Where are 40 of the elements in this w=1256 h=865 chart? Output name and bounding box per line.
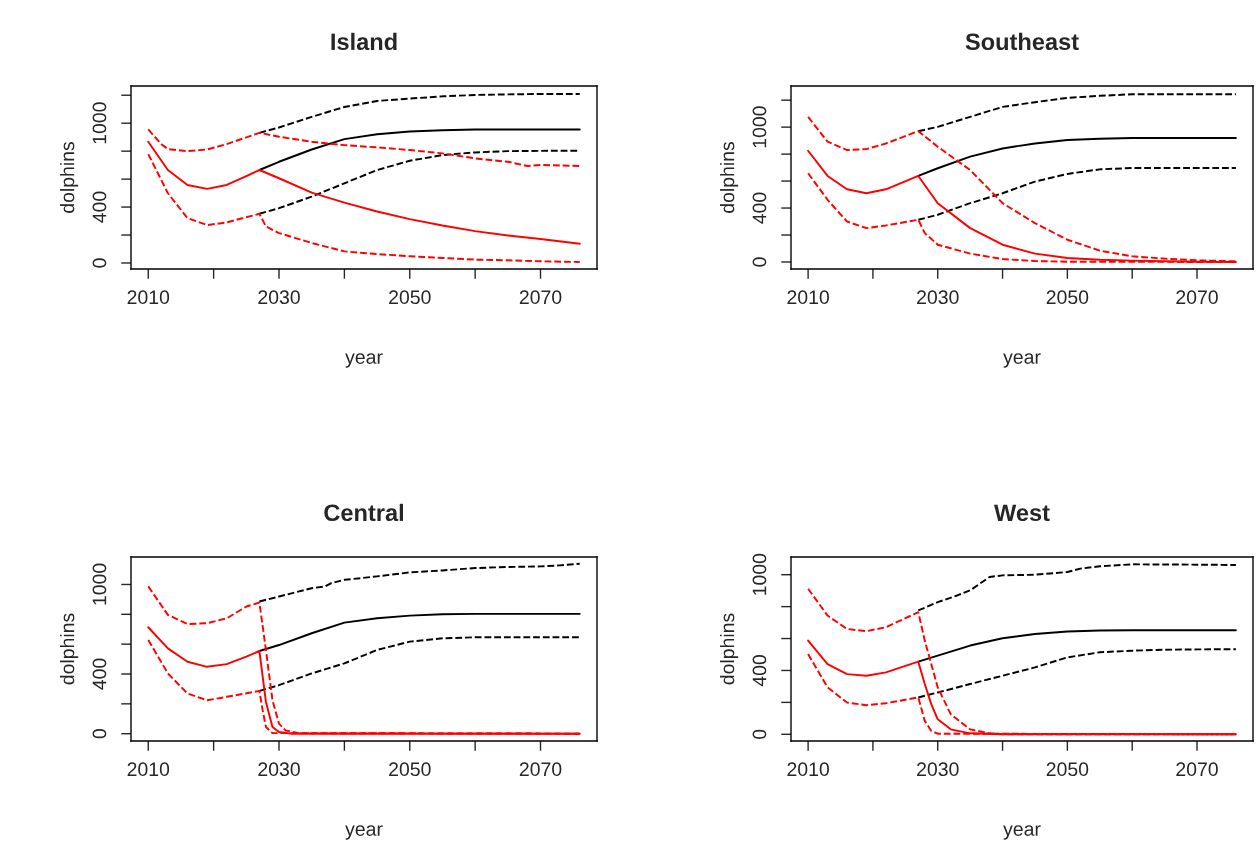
x-tick-label: 2050 <box>1046 290 1089 305</box>
x-tick-label: 2010 <box>787 762 829 777</box>
y-axis-title: dolphins <box>60 141 79 213</box>
y-tick-label: 1000 <box>752 553 767 595</box>
x-tick-label: 2050 <box>389 762 431 777</box>
x-tick-label: 2050 <box>389 290 431 305</box>
x-tick-label: 2010 <box>787 290 829 305</box>
y-tick-label: 0 <box>92 258 107 268</box>
x-tick-label: 2030 <box>258 290 300 305</box>
x-tick-label: 2050 <box>1046 762 1089 777</box>
chart-title: Central <box>324 503 403 522</box>
chart-title: West <box>994 504 1050 522</box>
x-axis-title: year <box>345 825 383 840</box>
x-tick-label: 2010 <box>127 762 170 777</box>
y-tick-label: 1000 <box>92 563 107 605</box>
x-tick-label: 2030 <box>258 762 300 777</box>
y-axis-title: dolphins <box>720 613 739 685</box>
y-tick-label: 1000 <box>92 102 107 144</box>
y-tick-label: 0 <box>752 729 767 739</box>
y-tick-label: 400 <box>752 192 767 224</box>
chart-title: Southeast <box>965 32 1079 51</box>
x-axis-title: year <box>1003 825 1041 840</box>
y-tick-label: 400 <box>752 655 767 687</box>
x-tick-label: 2030 <box>917 762 959 777</box>
x-tick-label: 2030 <box>917 290 959 305</box>
y-axis-title: dolphins <box>720 141 739 213</box>
x-axis-title: year <box>1003 353 1041 368</box>
x-tick-label: 2070 <box>1176 290 1218 305</box>
x-tick-label: 2070 <box>1176 762 1218 777</box>
y-axis-title: dolphins <box>60 613 79 685</box>
y-tick-label: 1000 <box>752 106 767 148</box>
chart-title: Island <box>331 32 397 51</box>
y-tick-label: 400 <box>92 658 107 690</box>
x-tick-label: 2010 <box>127 290 170 305</box>
x-axis-title: year <box>345 353 383 368</box>
y-tick-label: 0 <box>752 257 767 267</box>
y-tick-label: 0 <box>92 729 107 739</box>
x-tick-label: 2070 <box>519 762 562 777</box>
y-tick-label: 400 <box>92 191 107 223</box>
x-tick-label: 2070 <box>519 290 562 305</box>
